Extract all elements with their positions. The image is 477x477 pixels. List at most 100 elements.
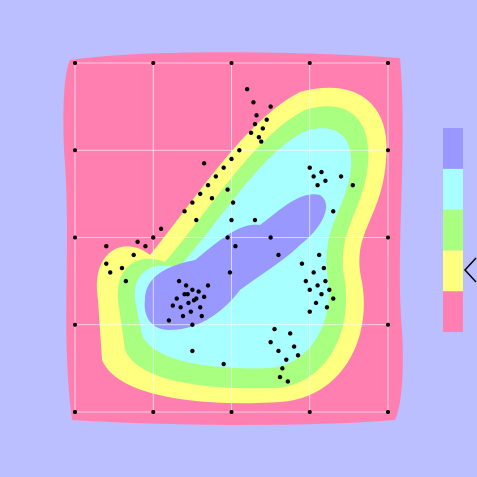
point bbox=[143, 244, 148, 249]
colorbar-band bbox=[443, 168, 463, 210]
point bbox=[321, 265, 327, 271]
x-tick-mark bbox=[151, 61, 156, 65]
point bbox=[277, 374, 283, 380]
colorbar-band bbox=[443, 291, 463, 332]
point bbox=[198, 191, 203, 197]
point bbox=[311, 174, 316, 179]
point bbox=[221, 165, 226, 170]
point bbox=[254, 113, 259, 118]
point bbox=[190, 200, 195, 205]
colorbar bbox=[443, 128, 463, 332]
point bbox=[186, 300, 191, 306]
point bbox=[319, 169, 324, 175]
point bbox=[237, 148, 242, 153]
point bbox=[248, 130, 254, 135]
point bbox=[174, 296, 179, 301]
point bbox=[259, 139, 264, 144]
point bbox=[276, 252, 281, 258]
x-tick-mark bbox=[307, 410, 312, 414]
y-tick-mark bbox=[386, 61, 390, 65]
point bbox=[229, 156, 234, 162]
point bbox=[131, 252, 136, 258]
point bbox=[170, 303, 176, 308]
point bbox=[272, 326, 277, 332]
y-tick-mark bbox=[73, 322, 77, 327]
point bbox=[213, 174, 219, 179]
point bbox=[119, 265, 125, 271]
point bbox=[315, 182, 320, 188]
point bbox=[252, 121, 258, 127]
point bbox=[307, 165, 312, 170]
point bbox=[311, 270, 316, 275]
point bbox=[276, 348, 281, 354]
point bbox=[201, 161, 207, 166]
y-tick-mark bbox=[386, 235, 390, 240]
y-tick-mark bbox=[73, 61, 77, 65]
point bbox=[178, 305, 183, 310]
y-tick-mark bbox=[73, 410, 77, 414]
point bbox=[230, 200, 236, 205]
point bbox=[199, 313, 204, 319]
point bbox=[158, 226, 164, 231]
point bbox=[284, 357, 289, 362]
point bbox=[229, 217, 234, 223]
point bbox=[331, 209, 336, 214]
y-tick-mark bbox=[73, 148, 77, 153]
point bbox=[182, 292, 187, 297]
y-tick-mark bbox=[386, 410, 390, 414]
point bbox=[323, 178, 328, 183]
point bbox=[264, 117, 269, 122]
point bbox=[251, 100, 256, 105]
point bbox=[191, 298, 197, 303]
point bbox=[198, 305, 203, 310]
point bbox=[108, 270, 113, 275]
point bbox=[295, 353, 301, 358]
point bbox=[176, 278, 182, 284]
point bbox=[303, 278, 309, 284]
point bbox=[180, 313, 186, 319]
point bbox=[123, 278, 129, 284]
point bbox=[287, 331, 293, 336]
y-tick-mark bbox=[386, 148, 390, 153]
point bbox=[104, 261, 109, 266]
point bbox=[190, 322, 195, 327]
colorbar-band bbox=[443, 250, 463, 292]
point bbox=[268, 104, 273, 109]
point bbox=[313, 300, 319, 306]
point bbox=[252, 217, 258, 223]
point bbox=[201, 294, 207, 300]
point bbox=[285, 379, 291, 384]
point bbox=[196, 289, 201, 294]
point bbox=[350, 182, 355, 188]
point bbox=[244, 86, 250, 92]
point bbox=[324, 305, 330, 310]
point bbox=[190, 348, 195, 354]
y-tick-mark bbox=[386, 322, 390, 327]
point bbox=[194, 217, 199, 223]
point bbox=[221, 361, 226, 367]
point bbox=[209, 196, 215, 201]
point bbox=[307, 309, 312, 314]
contour-level bbox=[144, 194, 327, 330]
point bbox=[205, 283, 211, 288]
point bbox=[268, 340, 273, 345]
x-tick-mark bbox=[229, 410, 234, 414]
point bbox=[182, 209, 187, 214]
point bbox=[256, 134, 262, 140]
points bbox=[104, 86, 355, 384]
point bbox=[291, 344, 297, 349]
colorbar-band bbox=[443, 209, 463, 251]
y-tick-mark bbox=[73, 235, 77, 240]
point bbox=[233, 244, 238, 249]
point bbox=[185, 292, 190, 297]
point bbox=[268, 235, 273, 240]
point bbox=[188, 309, 194, 314]
point bbox=[151, 235, 156, 240]
point bbox=[104, 244, 109, 249]
point bbox=[260, 126, 265, 131]
point bbox=[280, 366, 285, 371]
colorbar-pointer bbox=[463, 257, 477, 283]
point bbox=[190, 287, 195, 293]
point bbox=[205, 182, 211, 188]
point bbox=[338, 174, 344, 179]
